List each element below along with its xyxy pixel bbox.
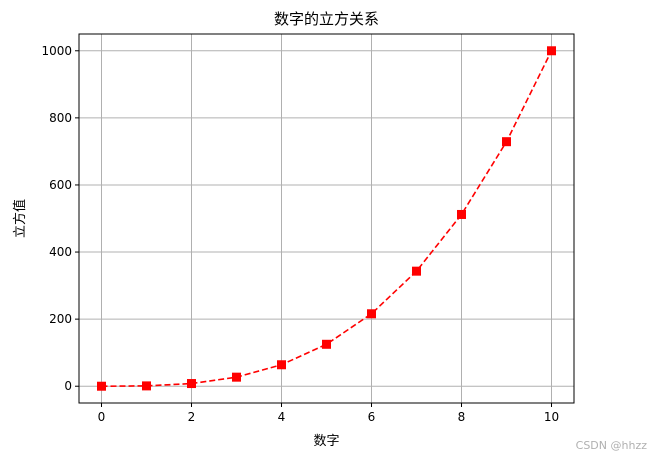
data-point [367, 309, 376, 319]
y-tick-label: 600 [49, 178, 72, 192]
data-point [97, 381, 106, 391]
data-point [277, 360, 286, 370]
x-tick-label: 2 [188, 410, 196, 424]
x-tick-label: 10 [544, 410, 559, 424]
series-group [97, 46, 556, 391]
y-tick-label: 0 [64, 379, 72, 393]
x-tick-label: 6 [368, 410, 376, 424]
y-tick-label: 1000 [41, 44, 72, 58]
data-point [322, 339, 331, 349]
y-axis-ticks: 0 200 400 600 800 1000 [41, 44, 79, 393]
data-point [547, 46, 556, 56]
data-point [187, 379, 196, 389]
y-tick-label: 200 [49, 312, 72, 326]
series-line [101, 50, 553, 388]
plot-area [78, 33, 575, 404]
y-tick-label: 400 [49, 245, 72, 259]
y-axis-title: 立方值 [12, 199, 28, 238]
x-tick-label: 8 [458, 410, 466, 424]
y-tick-label: 800 [49, 111, 72, 125]
data-point [232, 372, 241, 382]
data-point [457, 209, 466, 219]
data-point [502, 137, 511, 147]
data-point [142, 381, 151, 391]
x-axis-ticks: 0 2 4 6 8 10 [98, 403, 559, 424]
data-point [412, 266, 421, 276]
x-axis-title: 数字 [313, 434, 339, 449]
x-tick-label: 0 [98, 410, 106, 424]
x-tick-label: 4 [278, 410, 286, 424]
chart-title: 数字的立方关系 [274, 10, 379, 28]
watermark: CSDN @hhzz [575, 439, 647, 452]
